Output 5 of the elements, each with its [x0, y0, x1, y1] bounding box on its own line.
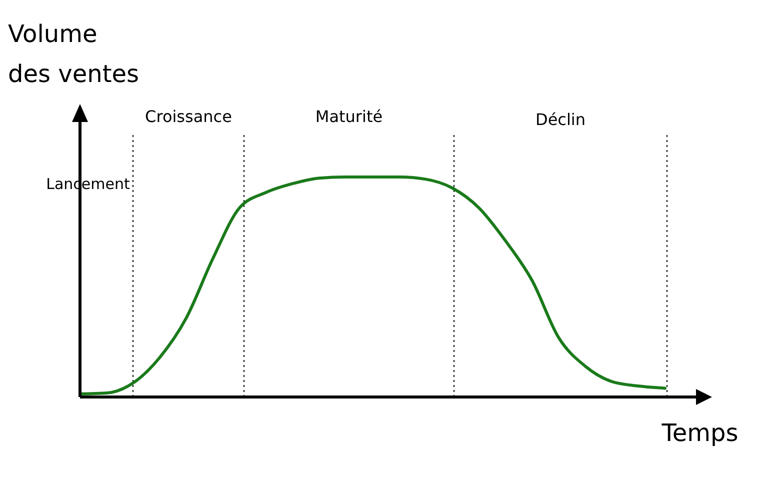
- y-axis-title: Volume des ventes: [8, 20, 139, 88]
- text: Croissance: [145, 107, 232, 126]
- x-axis-title: Temps: [660, 419, 738, 447]
- text: Maturité: [315, 107, 383, 126]
- text: Déclin: [536, 110, 586, 129]
